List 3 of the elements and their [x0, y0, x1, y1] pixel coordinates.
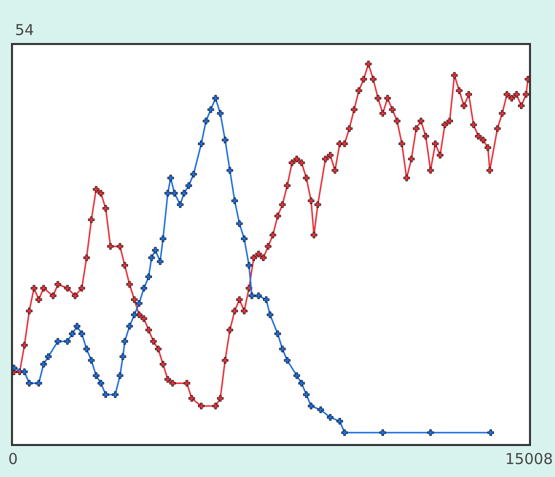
- x-tick-label: 15008: [505, 450, 553, 468]
- x-tick-label: 0: [8, 450, 18, 468]
- text: 54: [15, 21, 34, 39]
